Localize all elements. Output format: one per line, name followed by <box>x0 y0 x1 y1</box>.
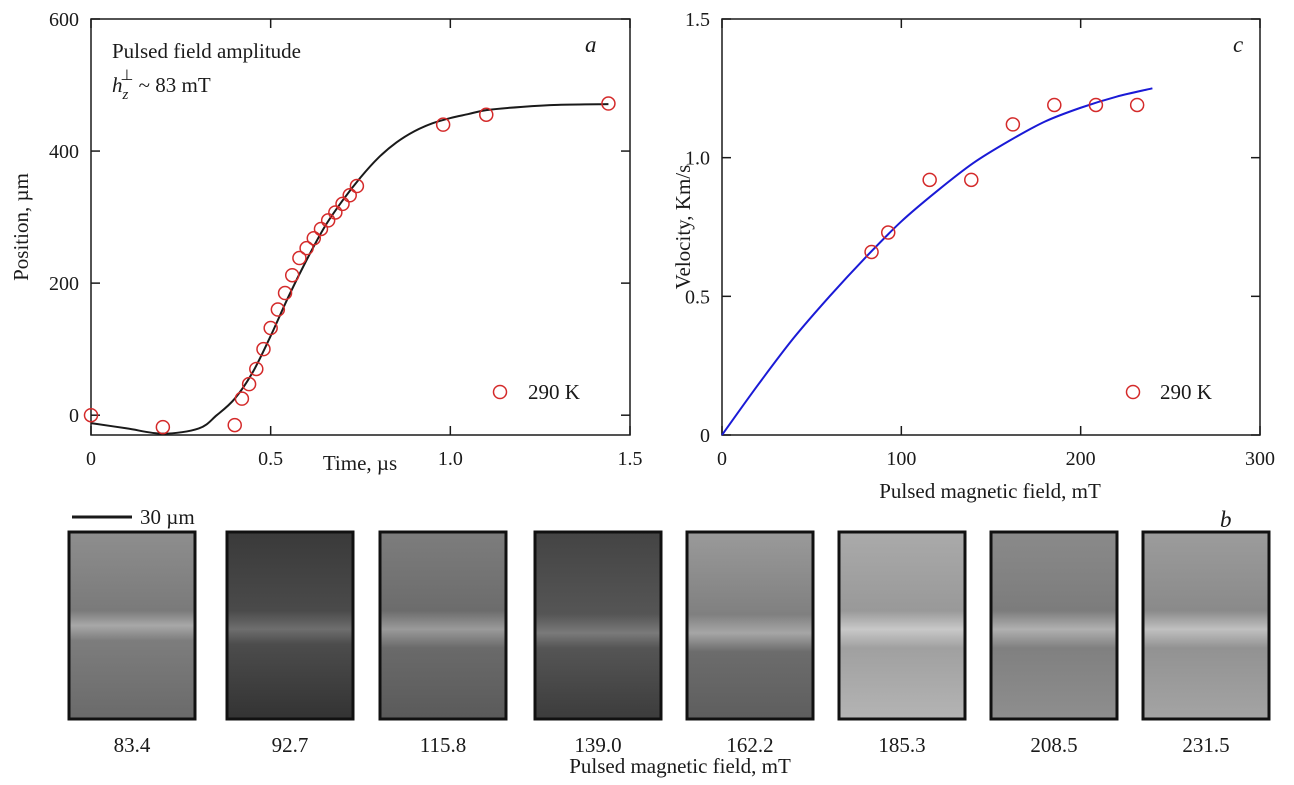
scalebar-label: 30 µm <box>140 505 195 529</box>
panel-b-label: b <box>1220 507 1232 532</box>
frame-label: 208.5 <box>1030 733 1077 757</box>
data-point <box>292 250 307 266</box>
image-frames: 83.4 92.7 115.8 139.0 162.2 185.3 208.5 231.5 <box>67 530 1271 757</box>
panel-c-legend-label: 290 K <box>1160 380 1212 404</box>
frame-label: 83.4 <box>114 733 151 757</box>
data-point <box>320 213 336 228</box>
frame-label: 185.3 <box>878 733 925 757</box>
data-point <box>270 302 286 317</box>
data-point <box>342 188 357 203</box>
image-frame <box>533 530 663 721</box>
data-point <box>335 196 350 212</box>
y-tick-label: 1.0 <box>685 148 710 170</box>
data-point <box>435 117 451 132</box>
panel-a-label: a <box>585 32 597 57</box>
panel-a-legend-label: 290 K <box>528 380 580 404</box>
data-point <box>234 391 250 406</box>
y-tick-label: 200 <box>49 273 79 295</box>
panel-c-points <box>864 97 1145 260</box>
x-tick-label: 0 <box>717 448 727 470</box>
annotation-sub: z <box>122 87 129 103</box>
y-tick-label: 0 <box>700 425 710 447</box>
data-point <box>263 320 278 336</box>
data-point <box>1088 97 1104 113</box>
x-tick-label: 100 <box>886 448 916 470</box>
panel-a-chart: 0 0.5 1.0 1.5 0 200 400 600 a Pulsed field ampl… <box>9 9 643 475</box>
data-point <box>1129 97 1145 113</box>
x-tick-label: 0 <box>86 448 96 470</box>
frame-label: 115.8 <box>420 733 466 757</box>
x-tick-label: 300 <box>1245 448 1275 470</box>
data-point <box>349 178 365 194</box>
data-point <box>1005 117 1021 132</box>
panel-a-legend-marker <box>492 384 508 400</box>
image-frame <box>1141 530 1271 721</box>
data-point <box>277 285 293 301</box>
annotation-rest: ~ 83 mT <box>133 73 210 97</box>
y-tick-label: 1.5 <box>685 9 710 31</box>
image-frame <box>989 530 1119 721</box>
image-frame <box>378 530 508 721</box>
frame-label: 162.2 <box>726 733 773 757</box>
image-frame <box>837 530 967 721</box>
image-frame <box>685 530 815 721</box>
x-tick-label: 1.0 <box>438 448 463 470</box>
panel-c-frame <box>721 18 1261 436</box>
y-tick-label: 0 <box>69 405 79 427</box>
panel-a-frame <box>90 18 631 436</box>
data-point <box>313 221 329 237</box>
data-point <box>479 107 494 122</box>
panel-c-xlabel: Pulsed magnetic field, mT <box>879 479 1101 503</box>
panel-a-fit-curve <box>90 103 609 435</box>
panel-b-xlabel: Pulsed magnetic field, mT <box>569 754 791 778</box>
data-point <box>249 361 264 377</box>
panel-a-annotation-1: Pulsed field amplitude <box>112 39 301 63</box>
x-tick-label: 1.5 <box>618 448 643 470</box>
panel-c-chart: 0 100 200 300 0 0.5 1.0 1.5 c 290 K Pulsed magn… <box>671 9 1275 503</box>
panel-a-axes: 0 0.5 1.0 1.5 0 200 400 600 <box>49 9 643 470</box>
panel-a-points <box>83 96 616 435</box>
data-point <box>83 407 99 423</box>
frame-label: 139.0 <box>574 733 621 757</box>
data-point <box>864 244 879 260</box>
x-tick-label: 200 <box>1066 448 1096 470</box>
data-point <box>299 240 314 256</box>
data-point <box>227 417 242 433</box>
annotation-h: h <box>112 73 123 97</box>
data-point <box>328 205 343 220</box>
panel-a-annotation-2: hz ⊥ ~ 83 mT <box>112 68 211 103</box>
panel-c-fit-curve <box>721 87 1153 436</box>
data-point <box>1047 97 1062 113</box>
data-point <box>922 172 937 188</box>
data-point <box>964 172 979 188</box>
panel-a-xlabel: Time, µs <box>323 451 397 475</box>
y-tick-label: 400 <box>49 141 79 163</box>
panel-a-ylabel: Position, µm <box>9 173 33 281</box>
panel-c-label: c <box>1233 32 1243 57</box>
image-frame <box>67 530 197 721</box>
data-point <box>155 419 171 435</box>
data-point <box>601 96 616 111</box>
panel-b-images: 30 µm b 83.4 92.7 115.8 139.0 162.2 185.3 208.… <box>67 505 1271 778</box>
frame-label: 231.5 <box>1182 733 1229 757</box>
data-point <box>284 267 300 283</box>
data-point <box>241 376 257 392</box>
panel-c-axes: 0 100 200 300 0 0.5 1.0 1.5 <box>685 9 1275 470</box>
y-tick-label: 0.5 <box>685 286 710 308</box>
annotation-sup: ⊥ <box>120 68 133 84</box>
frame-label: 92.7 <box>272 733 309 757</box>
x-tick-label: 0.5 <box>258 448 283 470</box>
image-frame <box>225 530 355 721</box>
y-tick-label: 600 <box>49 9 79 31</box>
data-point <box>880 225 896 240</box>
panel-c-legend-marker <box>1125 384 1141 400</box>
data-point <box>256 341 271 357</box>
data-point <box>306 230 322 246</box>
panel-c-ylabel: Velocity, Km/s <box>671 165 695 290</box>
